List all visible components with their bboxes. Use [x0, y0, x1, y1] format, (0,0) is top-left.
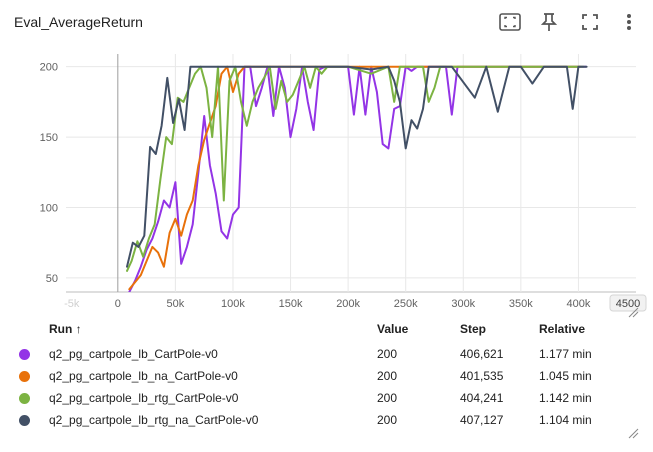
value-column-header[interactable]: Value: [377, 322, 409, 336]
x-tick-label: 200k: [336, 298, 360, 310]
table-row[interactable]: q2_pg_cartpole_lb_CartPole-v0 200 406,62…: [0, 344, 653, 364]
x-tick-label: 0: [115, 298, 121, 310]
series-line-1[interactable]: [128, 65, 587, 292]
step-column-header[interactable]: Step: [460, 322, 487, 336]
x-edge-label-left: -5k: [64, 298, 80, 310]
run-relative: 1.104 min: [539, 413, 592, 427]
run-relative: 1.177 min: [539, 347, 592, 361]
run-column-header[interactable]: Run ↑: [49, 322, 82, 336]
run-name: q2_pg_cartpole_lb_rtg_na_CartPole-v0: [49, 413, 259, 427]
more-vert-icon[interactable]: [617, 10, 641, 34]
series-line-4[interactable]: [126, 65, 588, 268]
run-name: q2_pg_cartpole_lb_na_CartPole-v0: [49, 369, 238, 383]
run-relative: 1.045 min: [539, 369, 592, 383]
run-color-swatch: [19, 393, 30, 404]
relative-column-header[interactable]: Relative: [539, 322, 586, 336]
run-color-swatch: [19, 415, 30, 426]
table-resize-handle[interactable]: [627, 427, 639, 439]
run-name: q2_pg_cartpole_lb_CartPole-v0: [49, 347, 218, 361]
y-tick-label: 150: [40, 132, 58, 144]
fit-to-domain-icon[interactable]: [498, 10, 522, 34]
run-step: 404,241: [460, 391, 504, 405]
run-color-swatch: [19, 371, 30, 382]
run-step: 406,621: [460, 347, 504, 361]
x-tick-label: 50k: [167, 298, 185, 310]
x-edge-label-box: [609, 294, 647, 312]
run-relative: 1.142 min: [539, 391, 592, 405]
pin-icon[interactable]: [537, 10, 561, 34]
series-line-3[interactable]: [126, 65, 585, 272]
x-tick-label: 350k: [509, 298, 533, 310]
y-tick-label: 50: [46, 273, 58, 285]
x-tick-label: 300k: [451, 298, 475, 310]
y-tick-label: 200: [40, 62, 58, 74]
table-row[interactable]: q2_pg_cartpole_lb_rtg_CartPole-v0 200 40…: [0, 388, 653, 408]
y-tick-label: 100: [40, 203, 58, 215]
table-row[interactable]: q2_pg_cartpole_lb_rtg_na_CartPole-v0 200…: [0, 410, 653, 430]
chart-resize-handle[interactable]: [627, 306, 639, 318]
fullscreen-icon[interactable]: [578, 10, 602, 34]
x-tick-label: 150k: [279, 298, 303, 310]
run-name: q2_pg_cartpole_lb_rtg_CartPole-v0: [49, 391, 239, 405]
x-tick-label: 250k: [394, 298, 418, 310]
table-row[interactable]: q2_pg_cartpole_lb_na_CartPole-v0 200 401…: [0, 366, 653, 386]
run-step: 401,535: [460, 369, 504, 383]
run-value: 200: [377, 391, 398, 405]
run-color-swatch: [19, 349, 30, 360]
x-tick-label: 400k: [566, 298, 590, 310]
run-value: 200: [377, 413, 398, 427]
run-step: 407,127: [460, 413, 504, 427]
x-tick-label: 100k: [221, 298, 245, 310]
chart-title: Eval_AverageReturn: [14, 14, 143, 30]
x-edge-label-right: 4500: [616, 298, 640, 310]
run-value: 200: [377, 347, 398, 361]
line-chart[interactable]: 50 100 150 200 0 50k 100k 150k 200k 250k 300k 350k 4…: [0, 40, 653, 320]
run-value: 200: [377, 369, 398, 383]
